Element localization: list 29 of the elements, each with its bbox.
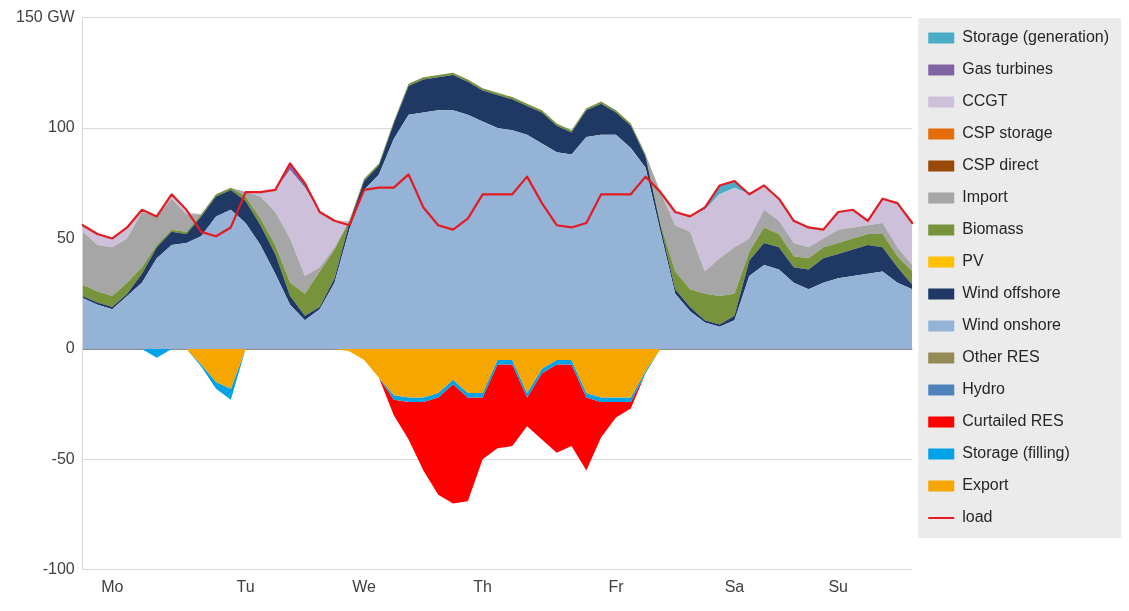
legend-label: PV (962, 252, 984, 270)
legend-label: Wind onshore (962, 316, 1062, 334)
legend-label: Hydro (962, 380, 1006, 398)
y-tick-label: 50 (56, 228, 75, 246)
legend-label: load (962, 508, 993, 526)
x-tick-label: Th (473, 577, 492, 595)
legend-label: Biomass (962, 220, 1024, 238)
legend-label: Import (962, 188, 1009, 206)
y-tick-label: 100 (47, 118, 75, 136)
legend-label: Export (962, 476, 1010, 494)
legend-label: Gas turbines (962, 60, 1053, 78)
x-tick-label: We (352, 577, 377, 595)
y-tick-label: -50 (51, 449, 75, 467)
legend-label: Other RES (962, 348, 1040, 366)
y-tick-label: 150 GW (16, 8, 76, 26)
x-tick-label: Tu (236, 577, 255, 595)
legend-label: Wind offshore (962, 284, 1061, 302)
legend-label: CSP storage (962, 124, 1053, 142)
legend-label: Storage (filling) (962, 444, 1070, 462)
legend-label: CSP direct (962, 156, 1039, 174)
y-tick-label: 0 (65, 339, 75, 357)
legend-label: Curtailed RES (962, 412, 1064, 430)
legend-label: Storage (generation) (962, 28, 1110, 46)
legend-label: CCGT (962, 92, 1008, 110)
x-tick-label: Su (828, 577, 848, 595)
x-tick-label: Mo (101, 577, 124, 595)
x-tick-label: Fr (608, 577, 625, 595)
x-tick-label: Sa (724, 577, 745, 595)
y-tick-label: -100 (42, 560, 75, 578)
